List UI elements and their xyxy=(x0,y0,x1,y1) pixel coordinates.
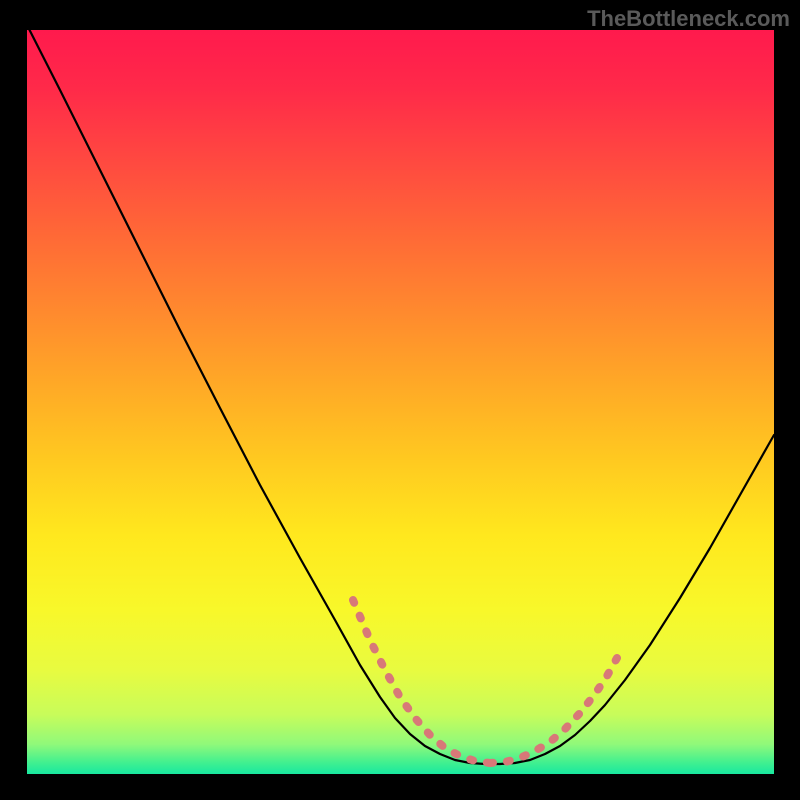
chart-svg xyxy=(0,0,800,800)
optimal-range-left-dots xyxy=(353,600,490,763)
chart-container: TheBottleneck.com xyxy=(0,0,800,800)
optimal-range-right-dots xyxy=(490,658,617,763)
watermark-text: TheBottleneck.com xyxy=(587,6,790,32)
bottleneck-curve xyxy=(27,25,774,764)
